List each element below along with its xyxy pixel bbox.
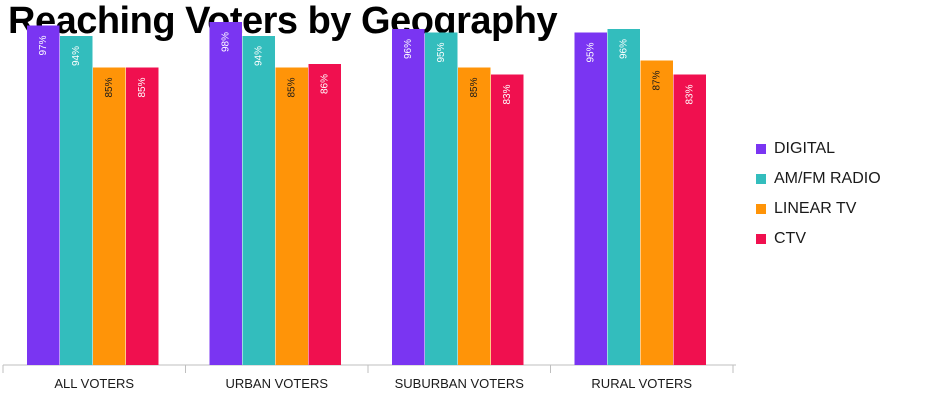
legend-item-digital: DIGITAL [756,134,881,164]
data-label: 96% [618,39,629,59]
bar-ctv-urban-voters [308,64,341,365]
data-label: 85% [104,77,115,97]
bar-am-fm-radio-suburban-voters [425,32,458,365]
legend: DIGITAL AM/FM RADIO LINEAR TV CTV [756,134,881,254]
chart-title: Reaching Voters by Geography [8,0,558,42]
bar-ctv-all-voters [126,67,159,365]
data-label: 83% [684,84,695,104]
data-label: 96% [403,39,414,59]
legend-swatch-digital [756,144,766,154]
data-label: 85% [286,77,297,97]
legend-label-digital: DIGITAL [774,140,836,157]
x-tick-label: RURAL VOTERS [591,376,692,391]
bar-ctv-suburban-voters [491,74,524,365]
legend-item-ctv: CTV [756,224,881,254]
data-label: 85% [137,77,148,97]
bar-linear-tv-urban-voters [275,67,308,365]
x-tick-label: SUBURBAN VOTERS [395,376,525,391]
data-label: 85% [469,77,480,97]
bar-ctv-rural-voters [673,74,706,365]
data-label: 87% [651,70,662,90]
bar-digital-all-voters [27,25,60,365]
bar-linear-tv-all-voters [93,67,126,365]
bar-digital-urban-voters [209,22,242,365]
legend-label-ctv: CTV [774,230,806,247]
legend-swatch-ctv [756,234,766,244]
bar-am-fm-radio-all-voters [60,36,93,365]
bar-am-fm-radio-rural-voters [607,29,640,365]
legend-label-am-fm-radio: AM/FM RADIO [774,170,881,187]
data-label: 97% [38,35,49,55]
bar-linear-tv-suburban-voters [458,67,491,365]
bar-digital-suburban-voters [392,29,425,365]
data-label: 98% [220,32,231,52]
data-label: 94% [253,46,264,66]
x-tick-label: URBAN VOTERS [225,376,328,391]
data-label: 95% [585,42,596,62]
legend-swatch-linear-tv [756,204,766,214]
legend-swatch-am-fm-radio [756,174,766,184]
bar-chart: 97% 94% 85% 85% ALL VOTERS 98% 94% 85% 86% URBAN … [2,22,736,391]
bar-linear-tv-rural-voters [640,60,673,365]
legend-item-linear-tv: LINEAR TV [756,194,881,224]
data-label: 94% [71,46,82,66]
bar-digital-rural-voters [574,32,607,365]
data-label: 95% [436,42,447,62]
legend-label-linear-tv: LINEAR TV [774,200,857,217]
bar-am-fm-radio-urban-voters [242,36,275,365]
x-tick-label: ALL VOTERS [54,376,134,391]
data-label: 83% [502,84,513,104]
data-label: 86% [319,74,330,94]
legend-item-am-fm-radio: AM/FM RADIO [756,164,881,194]
